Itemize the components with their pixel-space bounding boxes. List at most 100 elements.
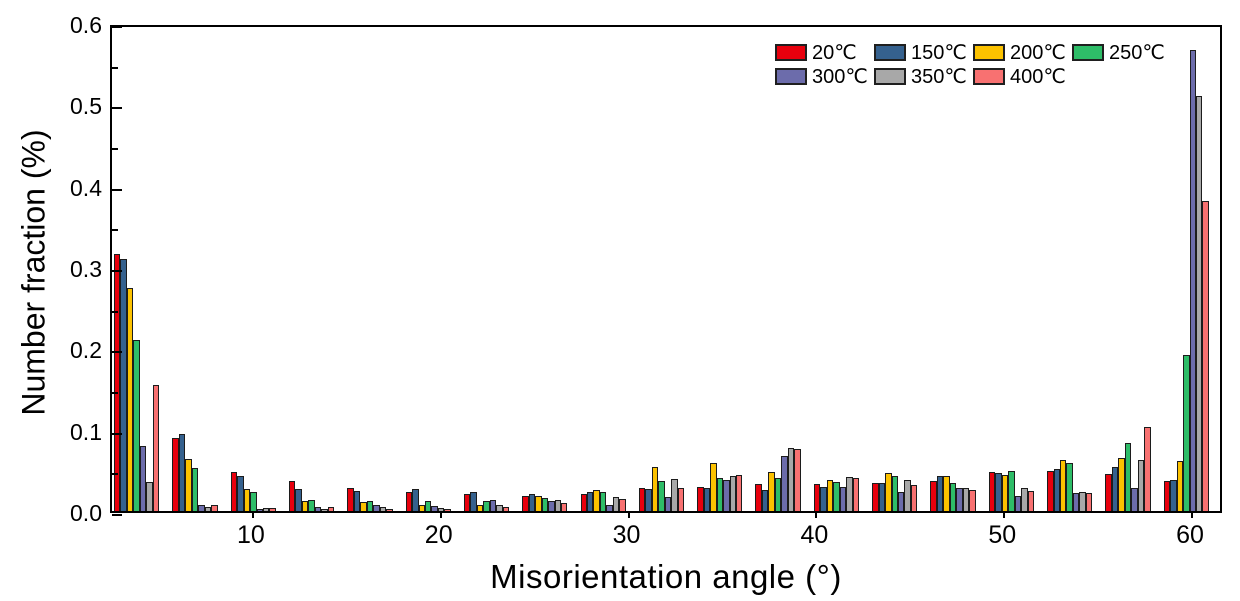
bar xyxy=(586,491,594,511)
bar xyxy=(1137,460,1145,511)
bar xyxy=(1170,480,1177,511)
bar-group xyxy=(579,27,637,511)
bar-group xyxy=(170,27,228,511)
bar xyxy=(1202,201,1209,511)
bar xyxy=(269,507,276,511)
bar xyxy=(412,489,419,511)
bar xyxy=(146,481,153,511)
bar-group xyxy=(287,27,345,511)
bar-group xyxy=(229,27,287,511)
x-tick-label: 30 xyxy=(612,521,641,549)
bar xyxy=(1021,488,1028,511)
legend-swatch xyxy=(874,67,906,85)
bar xyxy=(651,467,659,511)
legend-item: 250℃ xyxy=(1072,40,1171,64)
y-major-tick xyxy=(112,26,122,28)
bar xyxy=(1027,490,1035,511)
bar xyxy=(768,472,775,511)
bar xyxy=(1105,473,1112,511)
bar xyxy=(1176,461,1184,511)
legend-item: 300℃ xyxy=(775,64,874,88)
bar xyxy=(580,494,587,511)
plot-area: 20℃ 150℃ 200℃ 250℃ 300℃ 350℃ 400℃ xyxy=(110,25,1222,518)
bar xyxy=(703,488,711,511)
bar xyxy=(483,501,490,511)
x-major-tick xyxy=(251,513,254,518)
bar xyxy=(347,488,354,511)
bar xyxy=(781,456,788,511)
bar xyxy=(139,445,147,511)
bar xyxy=(1131,487,1138,511)
bar xyxy=(541,498,549,511)
bar xyxy=(191,468,199,511)
bar xyxy=(820,486,827,511)
bar-group xyxy=(112,27,170,511)
bar-group xyxy=(1045,27,1103,511)
bar xyxy=(599,492,607,511)
bar xyxy=(969,490,976,511)
legend-label: 150℃ xyxy=(911,41,967,64)
y-tick-label: 0.0 xyxy=(70,500,102,526)
x-axis-title: Misorientation angle (°) xyxy=(490,558,842,595)
bar xyxy=(1047,470,1054,511)
bar xyxy=(1163,481,1171,511)
bar-group xyxy=(812,27,870,511)
y-minor-tick xyxy=(112,229,118,232)
bar xyxy=(761,490,769,511)
bar xyxy=(554,499,562,511)
bar xyxy=(172,437,179,511)
bar-group xyxy=(404,27,462,511)
bar xyxy=(833,481,840,511)
bar xyxy=(1085,493,1093,511)
bar xyxy=(787,448,795,511)
bar xyxy=(548,501,555,511)
bar xyxy=(522,496,529,511)
bar xyxy=(301,501,309,511)
x-tick-label: 50 xyxy=(988,521,1017,549)
bar xyxy=(664,497,672,511)
y-major-tick xyxy=(112,270,122,272)
bar xyxy=(671,478,678,511)
legend-swatch xyxy=(1072,43,1104,61)
bar xyxy=(638,488,646,511)
legend-swatch xyxy=(973,67,1005,85)
bar-group xyxy=(753,27,811,511)
bar xyxy=(373,505,380,511)
bar xyxy=(535,495,542,511)
bar xyxy=(431,506,438,511)
bar xyxy=(321,508,328,511)
y-tick-label: 0.3 xyxy=(70,256,102,282)
bar xyxy=(308,499,315,511)
bar xyxy=(314,506,322,511)
bar xyxy=(593,490,600,511)
bar xyxy=(988,472,996,511)
bar xyxy=(723,479,730,511)
bar xyxy=(198,505,205,511)
legend-swatch xyxy=(874,43,906,61)
legend-label: 200℃ xyxy=(1010,41,1066,64)
bar xyxy=(502,506,510,511)
bar xyxy=(897,492,905,511)
bar xyxy=(755,484,762,511)
bar xyxy=(126,288,134,511)
x-major-tick xyxy=(439,513,442,518)
bar xyxy=(1111,466,1119,511)
bar xyxy=(677,488,685,511)
bar xyxy=(366,501,374,511)
x-tick-label: 60 xyxy=(1176,521,1204,549)
bar-group xyxy=(928,27,986,511)
y-major-tick xyxy=(112,107,122,110)
bar xyxy=(256,509,263,511)
bar xyxy=(606,504,613,511)
bar-group xyxy=(345,27,403,511)
bar xyxy=(230,472,238,511)
x-tick-label: 10 xyxy=(236,521,265,549)
bar xyxy=(250,492,257,511)
legend-label: 350℃ xyxy=(911,65,967,88)
bar xyxy=(645,489,652,511)
bar xyxy=(379,506,387,511)
y-tick-label: 0.6 xyxy=(70,12,102,38)
bar xyxy=(243,489,251,511)
bar xyxy=(1008,470,1015,511)
